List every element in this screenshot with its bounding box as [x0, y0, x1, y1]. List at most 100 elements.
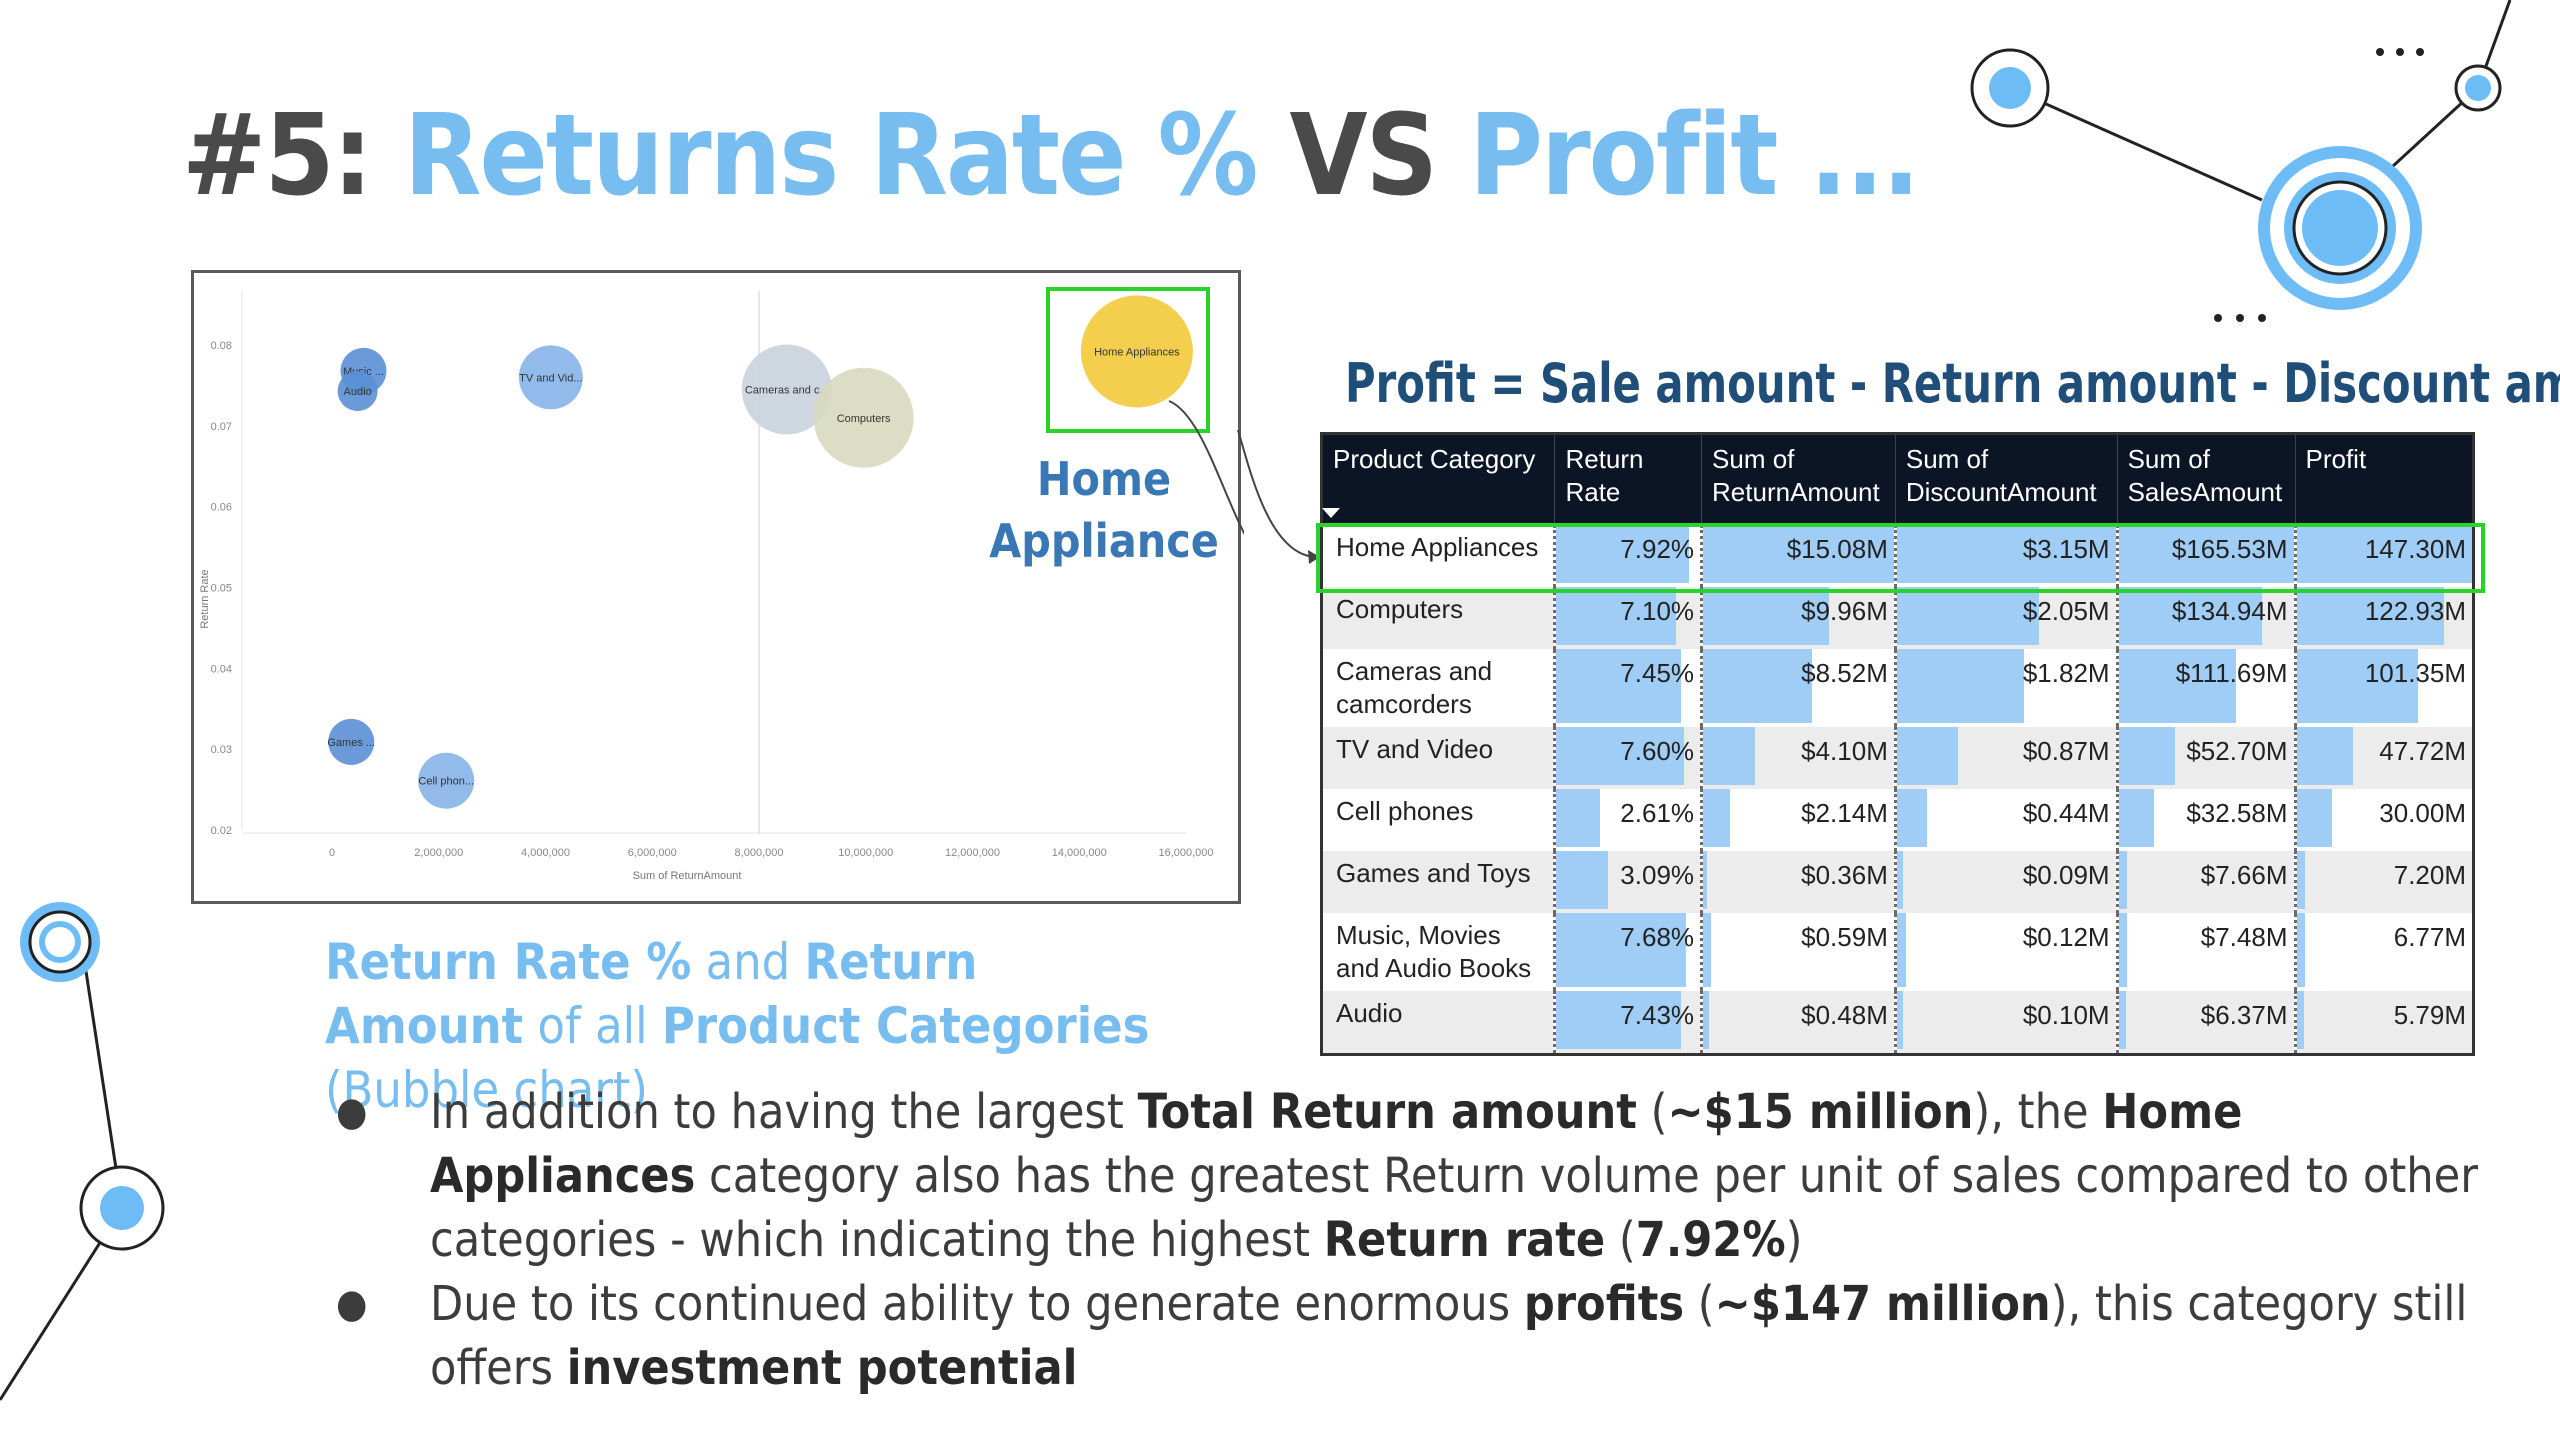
cell-value: $4.10M	[1801, 736, 1888, 766]
caption-bold-3: Product Categories	[661, 997, 1150, 1055]
cell-box: $134.94M	[2118, 587, 2294, 649]
cell-box: 5.79M	[2296, 991, 2473, 1053]
data-bar	[1703, 991, 1709, 1049]
cell-box: $15.08M	[1703, 525, 1894, 587]
column-header[interactable]: Profit	[2294, 435, 2472, 525]
value-cell: $2.05M	[1893, 587, 2118, 649]
cell-box: 7.10%	[1556, 587, 1700, 649]
x-tick-label: 14,000,000	[1052, 847, 1107, 859]
cell-box: $0.48M	[1703, 991, 1894, 1053]
table-row[interactable]: Games and Toys 3.09% $0.36M $0.09M $7.66M 7.2…	[1323, 851, 2472, 913]
cell-box: $165.53M	[2118, 525, 2294, 587]
profit-formula: Profit = Sale amount - Return amount - D…	[1345, 352, 2560, 415]
data-bar	[2296, 649, 2418, 723]
bubble-label: TV and Vid...	[519, 372, 582, 384]
cell-value: $134.94M	[2171, 596, 2288, 626]
column-header[interactable]: Sum of DiscountAmount	[1894, 435, 2118, 525]
cell-box: $9.96M	[1703, 587, 1894, 649]
cell-value: $6.37M	[2200, 1000, 2288, 1030]
column-header[interactable]: Product Category	[1323, 435, 1555, 525]
cell-value: 7.60%	[1620, 736, 1695, 766]
cell-value: 7.92%	[1620, 534, 1695, 564]
cell-value: $3.15M	[2022, 534, 2110, 564]
bullet-bold: profits	[1523, 1276, 1685, 1332]
table-row[interactable]: Audio 7.43% $0.48M $0.10M $6.37M 5.79M	[1323, 991, 2472, 1053]
value-cell: $0.48M	[1700, 991, 1896, 1053]
value-cell: $8.52M	[1700, 649, 1896, 727]
y-tick-label: 0.04	[211, 663, 232, 675]
column-header[interactable]: Sum of SalesAmount	[2116, 435, 2295, 525]
y-tick-label: 0.02	[211, 825, 232, 837]
bubble-label: Cameras and c...	[745, 384, 829, 396]
value-cell: 30.00M	[2293, 789, 2472, 851]
callout-label-line2: Appliance	[989, 514, 1219, 568]
table-row[interactable]: Music, Movies and Audio Books 7.68% $0.59M…	[1323, 913, 2472, 991]
cell-value: $0.87M	[2022, 736, 2110, 766]
cell-value: $52.70M	[2186, 736, 2288, 766]
cell-box: $6.37M	[2118, 991, 2294, 1053]
bullet-dot-icon: ●	[336, 1089, 368, 1135]
value-cell: $32.58M	[2115, 789, 2295, 851]
value-cell: $6.37M	[2115, 991, 2295, 1053]
bullet-bold: investment potential	[566, 1340, 1078, 1396]
cell-box: 6.77M	[2296, 913, 2473, 991]
x-axis-label: Sum of ReturnAmount	[633, 870, 742, 882]
chart-caption: Return Rate % and Return Amount of all P…	[325, 930, 1185, 1122]
value-cell: 6.77M	[2293, 913, 2473, 991]
data-bar	[2296, 991, 2304, 1049]
data-bar	[2118, 525, 2294, 583]
value-cell: 7.45%	[1553, 649, 1702, 727]
table-row[interactable]: Home Appliances 7.92% $15.08M $3.15M $165.53…	[1323, 525, 2472, 587]
cell-box: $1.82M	[1896, 649, 2116, 727]
value-cell: $0.12M	[1893, 913, 2118, 991]
bullet-bold: ~$147 million	[1714, 1276, 2051, 1332]
value-cell: $1.82M	[1893, 649, 2118, 727]
cell-value: 3.09%	[1620, 860, 1695, 890]
cell-box: $0.12M	[1896, 913, 2116, 991]
title-profit: Profit ...	[1469, 91, 1920, 221]
cell-value: 7.68%	[1620, 922, 1695, 952]
table-row[interactable]: TV and Video 7.60% $4.10M $0.87M $52.70M 47.7…	[1323, 727, 2472, 789]
category-cell: TV and Video	[1323, 727, 1555, 789]
cell-box: $0.44M	[1896, 789, 2116, 851]
data-bar	[2296, 525, 2472, 583]
table-row[interactable]: Cell phones 2.61% $2.14M $0.44M $32.58M 30.00…	[1323, 789, 2472, 851]
cell-value: $0.44M	[2022, 798, 2110, 828]
sort-descending-icon[interactable]	[1322, 508, 1340, 518]
value-cell: $2.14M	[1700, 789, 1896, 851]
value-cell: 7.10%	[1553, 587, 1702, 649]
data-bar	[1556, 525, 1689, 583]
x-tick-label: 2,000,000	[414, 847, 463, 859]
cell-value: $15.08M	[1786, 534, 1888, 564]
cell-value: 7.45%	[1620, 658, 1695, 688]
value-cell: $15.08M	[1700, 525, 1896, 587]
data-bar	[1703, 913, 1711, 987]
x-tick-label: 10,000,000	[838, 847, 893, 859]
category-cell: Cameras and camcorders	[1336, 656, 1493, 719]
column-header[interactable]: Sum of ReturnAmount	[1701, 435, 1896, 525]
column-header[interactable]: Return Rate	[1554, 435, 1702, 525]
cell-value: 2.61%	[1620, 798, 1695, 828]
bullet-text: ), the	[1973, 1084, 2103, 1140]
bubble-point	[1080, 295, 1193, 408]
cell-value: 7.10%	[1620, 596, 1695, 626]
table-row[interactable]: Cameras and camcorders 7.45% $8.52M $1.82M $…	[1323, 649, 2472, 727]
data-bar	[2118, 727, 2175, 785]
bubble-label: Cell phon...	[418, 776, 474, 788]
value-cell: 122.93M	[2293, 587, 2472, 649]
cell-box: 3.09%	[1556, 851, 1700, 913]
cell-box: $111.69M	[2118, 649, 2294, 727]
y-tick-label: 0.05	[211, 583, 232, 595]
data-bar	[1703, 525, 1894, 583]
data-bar	[1703, 851, 1707, 909]
bullet-text: ), this category still offers	[430, 1276, 2468, 1396]
cell-value: $8.52M	[1801, 658, 1888, 688]
category-table: Product Category Return Rate Sum of Return…	[1320, 432, 2475, 1056]
y-tick-label: 0.08	[211, 340, 232, 352]
bubble-point	[337, 371, 378, 412]
value-cell: $4.10M	[1700, 727, 1896, 789]
table-row[interactable]: Computers 7.10% $9.96M $2.05M $134.94M 122.93…	[1323, 587, 2472, 649]
data-bar	[1703, 727, 1755, 785]
cell-box: $0.59M	[1703, 913, 1894, 991]
